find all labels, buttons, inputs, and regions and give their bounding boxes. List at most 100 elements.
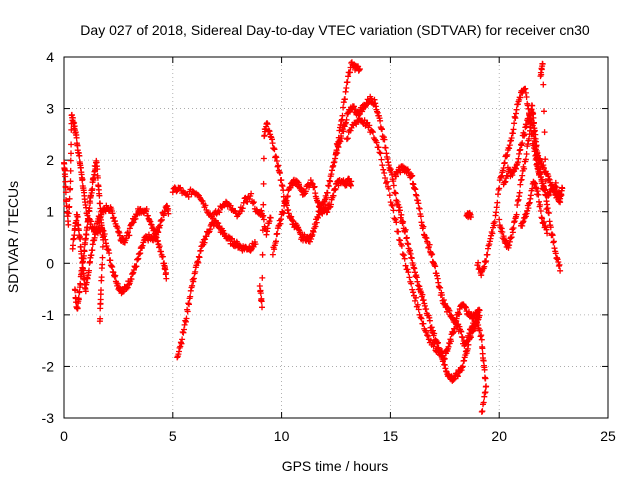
data-point	[151, 226, 158, 233]
x-tick-label: 5	[169, 428, 177, 444]
data-point	[347, 127, 354, 134]
y-tick-label: -2	[42, 358, 55, 374]
data-point	[179, 336, 186, 343]
data-point	[339, 112, 346, 119]
data-point	[494, 199, 501, 206]
data-point	[73, 134, 80, 141]
chart-title: Day 027 of 2018, Sidereal Day-to-day VTE…	[80, 22, 590, 38]
data-point	[439, 348, 445, 354]
data-point	[258, 298, 265, 305]
data-point	[411, 185, 418, 192]
data-point	[549, 231, 555, 238]
data-point	[183, 315, 190, 322]
data-point	[409, 172, 416, 179]
data-point	[517, 94, 524, 101]
data-point	[75, 296, 82, 303]
data-point	[476, 307, 483, 314]
data-point	[66, 195, 73, 202]
data-point	[411, 265, 418, 272]
x-tick-label: 20	[491, 428, 507, 444]
data-point	[376, 149, 383, 156]
data-point	[126, 232, 133, 239]
data-point	[343, 136, 350, 143]
data-point	[387, 199, 394, 206]
data-point	[475, 259, 482, 266]
data-point	[377, 150, 384, 157]
y-axis: -3 -2 -1 0 1 2 3 4	[42, 49, 608, 426]
data-point	[379, 133, 386, 140]
data-point	[379, 162, 386, 169]
data-point	[410, 289, 417, 296]
data-point	[227, 202, 234, 209]
data-point	[481, 366, 488, 373]
data-point	[459, 363, 466, 370]
data-point	[260, 216, 267, 223]
data-point	[342, 119, 349, 126]
data-point	[359, 108, 366, 115]
data-point	[87, 200, 94, 206]
data-point	[256, 283, 263, 289]
data-point	[397, 207, 403, 214]
data-point	[280, 210, 287, 217]
data-point	[264, 225, 271, 232]
data-point	[96, 318, 103, 325]
data-point	[324, 209, 331, 215]
data-point	[373, 139, 380, 146]
data-point	[74, 305, 81, 312]
data-point	[513, 106, 520, 113]
data-point	[479, 345, 486, 352]
data-point	[331, 159, 338, 165]
data-point	[523, 94, 530, 100]
data-point	[114, 280, 121, 287]
data-point	[497, 224, 504, 231]
data-point	[511, 120, 518, 127]
data-point	[395, 228, 402, 235]
data-point	[429, 251, 436, 258]
data-point	[517, 146, 524, 153]
data-point	[163, 269, 169, 276]
data-point	[522, 89, 529, 96]
x-axis-label: GPS time / hours	[282, 458, 389, 474]
data-point	[98, 265, 105, 272]
data-point	[478, 408, 485, 415]
data-point	[165, 210, 172, 217]
data-point	[400, 218, 407, 225]
data-point	[426, 317, 433, 324]
data-point	[432, 263, 439, 270]
data-point	[344, 135, 351, 142]
data-point	[340, 104, 347, 111]
data-point	[393, 219, 400, 226]
data-point	[526, 200, 532, 207]
data-point	[459, 334, 466, 341]
data-point	[381, 136, 388, 143]
data-point	[242, 194, 249, 201]
data-point	[202, 236, 209, 243]
data-point	[85, 216, 92, 223]
data-point	[386, 192, 393, 199]
data-point	[185, 300, 192, 307]
data-point	[508, 135, 515, 141]
data-point	[456, 311, 463, 318]
y-tick-label: 3	[46, 101, 54, 117]
data-point	[412, 186, 419, 193]
data-point	[306, 238, 313, 245]
data-point	[389, 202, 396, 209]
y-tick-label: 4	[46, 49, 54, 65]
data-point	[158, 216, 165, 223]
data-point	[332, 186, 339, 193]
data-point	[550, 238, 557, 245]
data-point	[545, 192, 552, 198]
data-point	[445, 343, 452, 350]
data-point	[526, 135, 532, 142]
data-point	[379, 126, 385, 133]
data-point	[506, 242, 513, 249]
data-point	[441, 355, 448, 362]
data-point	[81, 248, 88, 255]
data-point	[133, 263, 140, 270]
data-point	[130, 267, 137, 273]
data-point	[308, 179, 315, 186]
data-point	[476, 327, 483, 334]
data-point	[408, 280, 415, 287]
data-point	[94, 166, 101, 173]
data-point	[431, 262, 438, 269]
